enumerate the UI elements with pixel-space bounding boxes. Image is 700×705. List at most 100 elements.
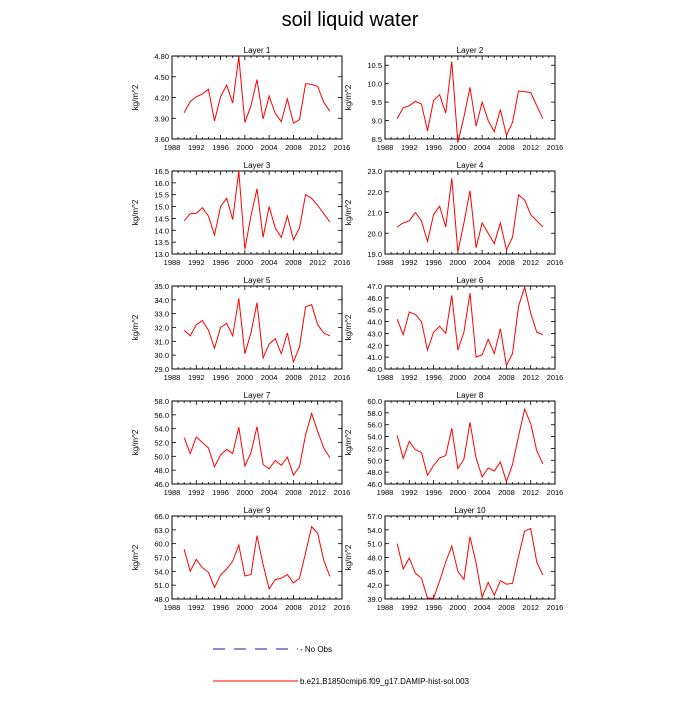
- x-tick-label: 1992: [401, 488, 418, 497]
- x-tick-label: 1992: [188, 258, 205, 267]
- y-tick-label: 20.0: [367, 229, 382, 238]
- legend: - No Obs b.e21.B1850cmip6.f09_g17.DAMIP-…: [213, 645, 470, 686]
- x-tick-label: 2004: [261, 373, 278, 382]
- panel-layer-9: Layer 9kg/m^248.051.054.057.060.063.066.…: [131, 506, 350, 612]
- series-line: [397, 287, 543, 365]
- y-axis-label: kg/m^2: [344, 314, 353, 340]
- y-tick-label: 52.0: [154, 439, 169, 448]
- y-tick-label: 56.0: [154, 411, 169, 420]
- x-tick-label: 2012: [309, 603, 326, 612]
- x-tick-label: 2012: [522, 258, 539, 267]
- plot-frame: [172, 56, 342, 139]
- y-tick-label: 56.0: [367, 421, 382, 430]
- x-tick-label: 2000: [237, 143, 254, 152]
- panel-title: Layer 2: [457, 46, 484, 55]
- series-line: [184, 171, 330, 249]
- y-tick-label: 48.0: [367, 554, 382, 563]
- y-tick-label: 45.0: [367, 306, 382, 315]
- series-line: [184, 298, 330, 362]
- panel-layer-8: Layer 8kg/m^246.048.050.052.054.056.058.…: [344, 391, 563, 497]
- x-tick-label: 1988: [377, 373, 394, 382]
- x-tick-label: 1992: [401, 258, 418, 267]
- y-axis-label: kg/m^2: [131, 429, 140, 455]
- figure-title: soil liquid water: [282, 9, 419, 31]
- x-tick-label: 1988: [377, 488, 394, 497]
- x-tick-label: 2000: [450, 603, 467, 612]
- x-tick-label: 1992: [401, 373, 418, 382]
- series-line: [184, 527, 330, 589]
- y-tick-label: 9.0: [372, 117, 382, 126]
- y-tick-label: 13.5: [154, 238, 169, 247]
- y-tick-label: 33.0: [154, 310, 169, 319]
- y-tick-label: 51.0: [367, 540, 382, 549]
- y-tick-label: 48.0: [367, 468, 382, 477]
- y-tick-label: 14.5: [154, 214, 169, 223]
- x-tick-label: 2012: [522, 373, 539, 382]
- x-tick-label: 2012: [522, 603, 539, 612]
- x-tick-label: 1996: [212, 603, 229, 612]
- y-axis-label: kg/m^2: [344, 199, 353, 225]
- y-tick-label: 15.0: [154, 203, 169, 212]
- x-tick-label: 2000: [237, 488, 254, 497]
- y-tick-label: 42.0: [367, 581, 382, 590]
- y-tick-label: 10.0: [367, 80, 382, 89]
- x-tick-label: 1996: [212, 373, 229, 382]
- x-tick-label: 2016: [334, 258, 351, 267]
- x-tick-label: 2008: [498, 258, 515, 267]
- y-tick-label: 4.80: [154, 52, 169, 61]
- y-axis-label: kg/m^2: [131, 84, 140, 110]
- x-tick-label: 2004: [474, 603, 491, 612]
- y-tick-label: 54.0: [154, 567, 169, 576]
- x-tick-label: 1996: [425, 488, 442, 497]
- x-tick-label: 2008: [498, 373, 515, 382]
- x-tick-label: 1988: [377, 603, 394, 612]
- y-axis-label: kg/m^2: [344, 429, 353, 455]
- x-tick-label: 2016: [547, 488, 564, 497]
- y-tick-label: 14.0: [154, 226, 169, 235]
- x-tick-label: 1992: [188, 603, 205, 612]
- panel-layer-7: Layer 7kg/m^246.048.050.052.054.056.058.…: [131, 391, 350, 497]
- y-axis-label: kg/m^2: [131, 314, 140, 340]
- y-tick-label: 16.5: [154, 167, 169, 176]
- x-tick-label: 2004: [261, 258, 278, 267]
- x-tick-label: 2008: [285, 488, 302, 497]
- plot-frame: [172, 401, 342, 484]
- x-tick-label: 2016: [334, 373, 351, 382]
- y-tick-label: 10.5: [367, 61, 382, 70]
- x-tick-label: 1992: [401, 143, 418, 152]
- x-tick-label: 2012: [309, 488, 326, 497]
- x-tick-label: 1988: [164, 143, 181, 152]
- x-tick-label: 2008: [285, 373, 302, 382]
- x-tick-label: 2016: [547, 373, 564, 382]
- x-tick-label: 1988: [377, 258, 394, 267]
- x-tick-label: 1988: [164, 373, 181, 382]
- x-tick-label: 2004: [474, 258, 491, 267]
- x-tick-label: 2016: [547, 258, 564, 267]
- y-tick-label: 63.0: [154, 526, 169, 535]
- y-tick-label: 58.0: [154, 397, 169, 406]
- y-tick-label: 23.0: [367, 167, 382, 176]
- legend-model-label: b.e21.B1850cmip6.f09_g17.DAMIP-hist-sol.…: [300, 677, 470, 686]
- y-tick-label: 60.0: [367, 397, 382, 406]
- panel-title: Layer 6: [457, 276, 484, 285]
- x-tick-label: 2012: [309, 143, 326, 152]
- y-tick-label: 50.0: [154, 452, 169, 461]
- y-tick-label: 54.0: [367, 526, 382, 535]
- x-tick-label: 2008: [285, 603, 302, 612]
- x-tick-label: 1988: [377, 143, 394, 152]
- y-tick-label: 31.0: [154, 337, 169, 346]
- panel-layer-3: Layer 3kg/m^213.013.514.014.515.015.516.…: [131, 161, 350, 267]
- y-tick-label: 57.0: [154, 554, 169, 563]
- x-tick-label: 2000: [450, 258, 467, 267]
- panel-title: Layer 4: [457, 161, 484, 170]
- x-tick-label: 1988: [164, 603, 181, 612]
- y-tick-label: 4.20: [154, 94, 169, 103]
- y-tick-label: 43.0: [367, 329, 382, 338]
- panel-layer-5: Layer 5kg/m^229.030.031.032.033.034.035.…: [131, 276, 350, 382]
- y-tick-label: 50.0: [367, 456, 382, 465]
- x-tick-label: 1996: [212, 488, 229, 497]
- panel-layer-6: Layer 6kg/m^240.041.042.043.044.045.046.…: [344, 276, 563, 382]
- y-tick-label: 16.0: [154, 179, 169, 188]
